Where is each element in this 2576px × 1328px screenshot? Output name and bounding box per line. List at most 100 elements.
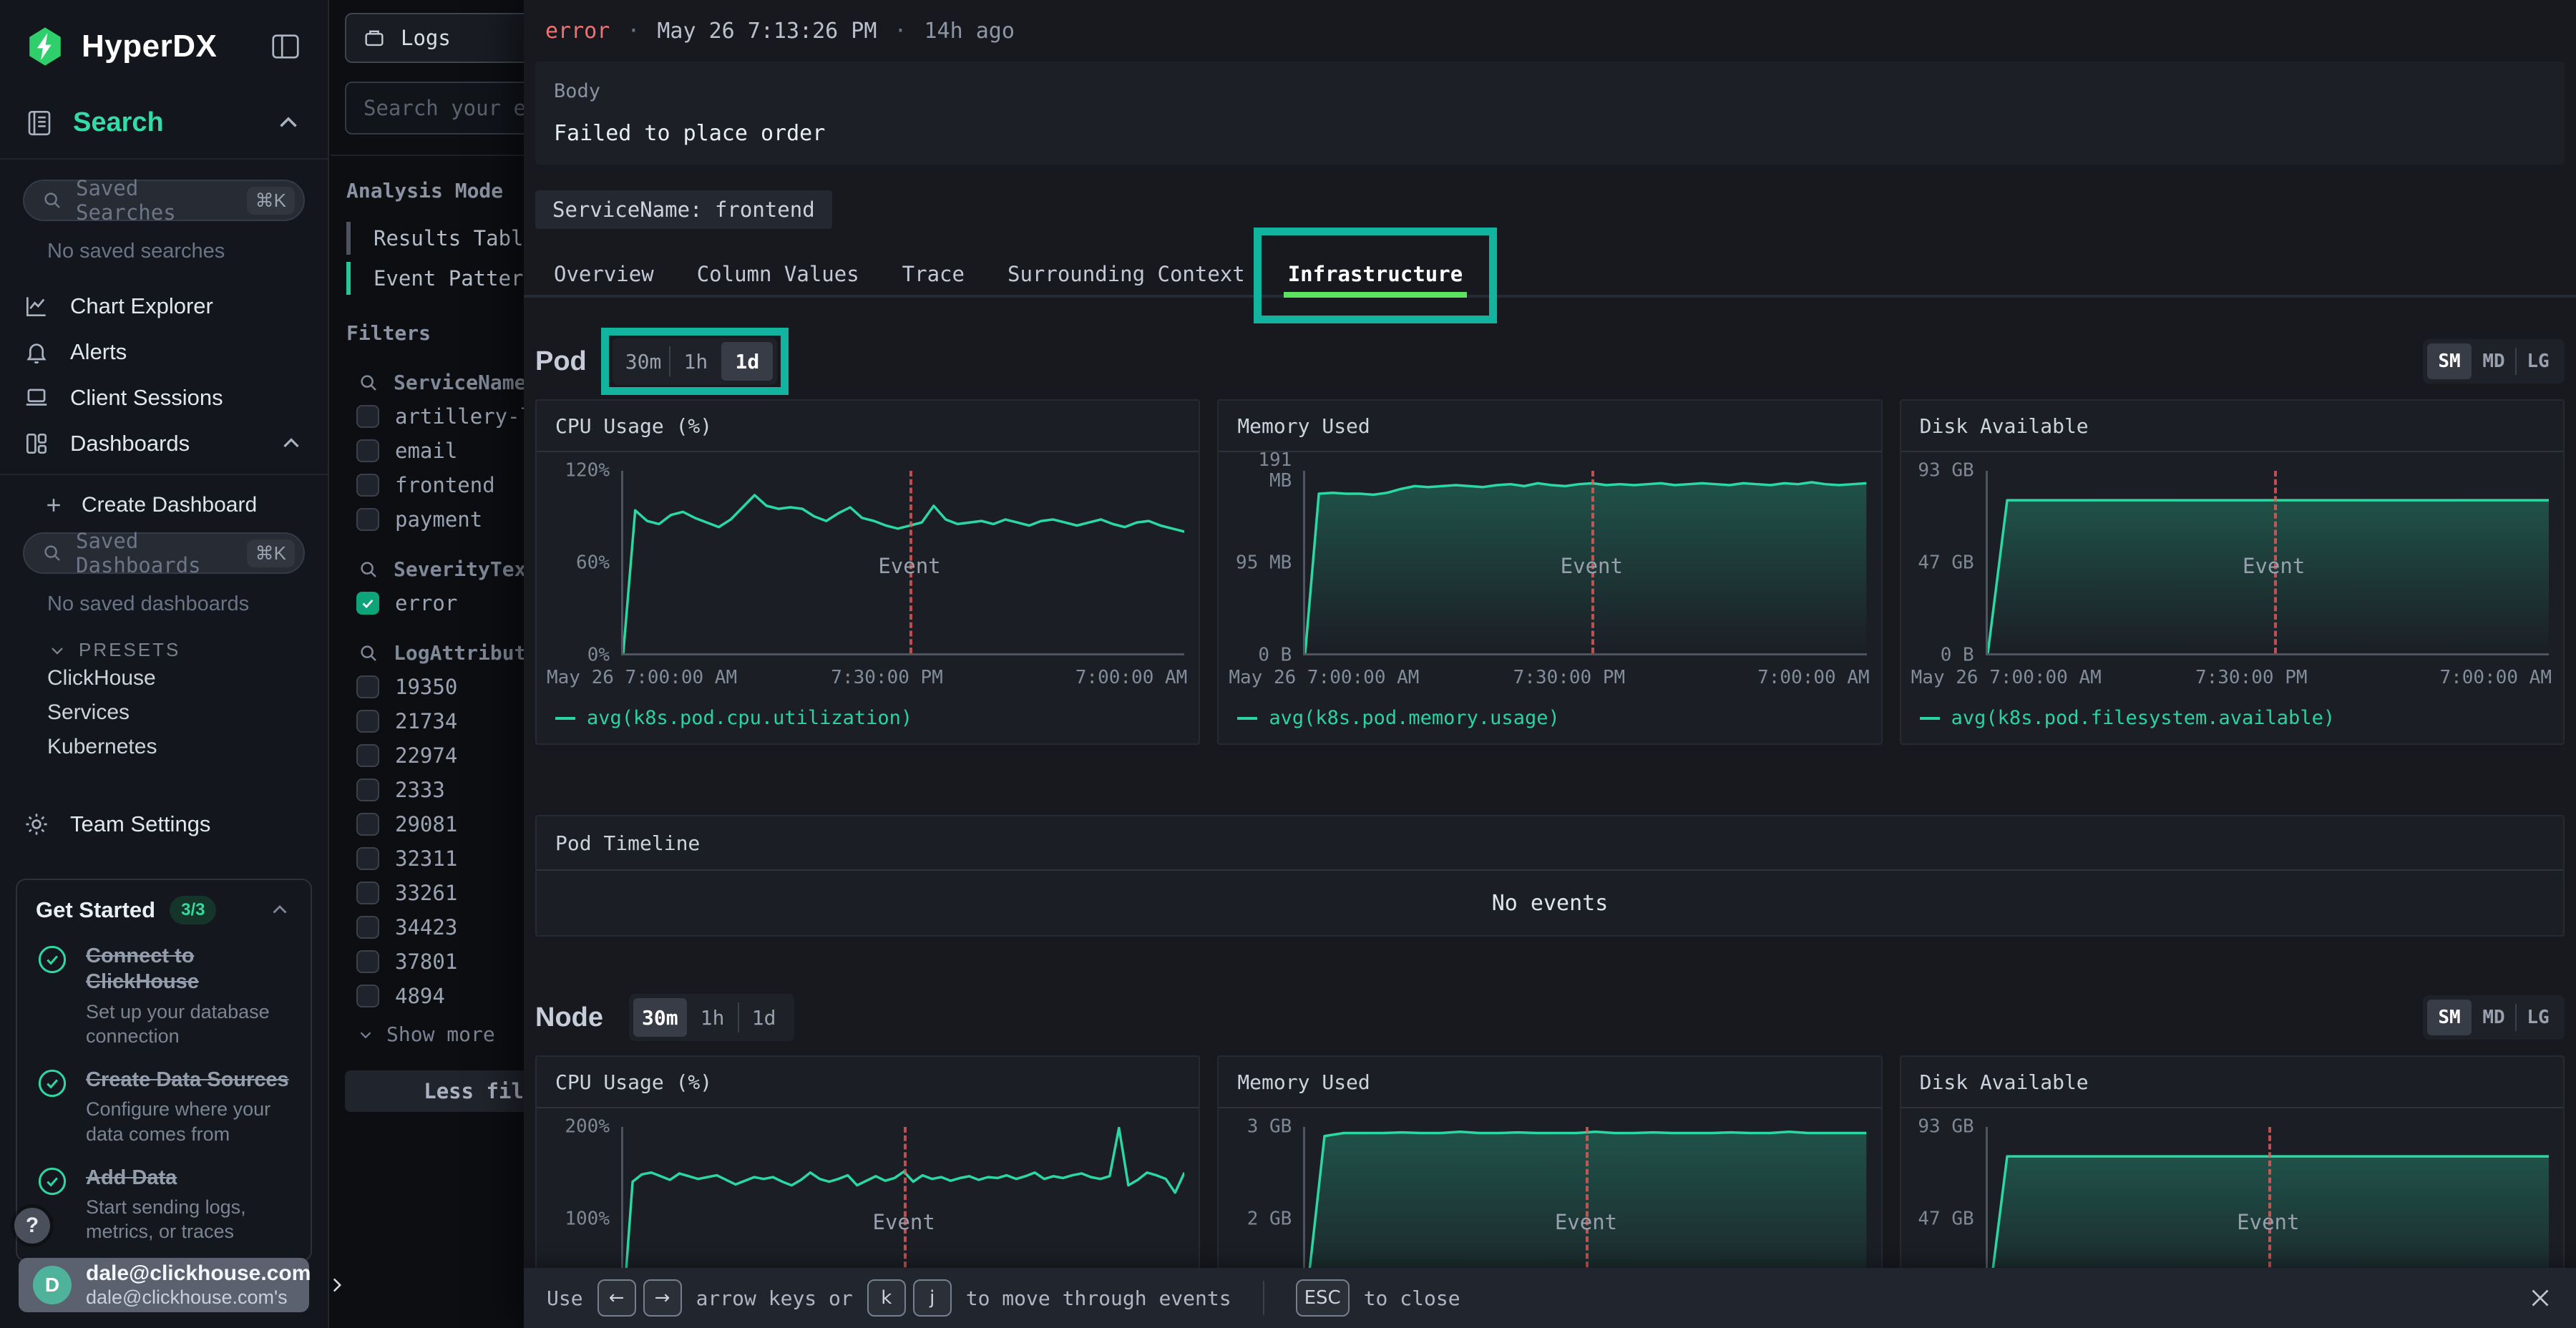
cmd-k-shortcut: ⌘K (247, 187, 295, 215)
filter-option-label: 32311 (395, 846, 457, 871)
filter-option-label: 19350 (395, 675, 457, 699)
checkbox[interactable] (356, 778, 379, 801)
pod-size-option-md[interactable]: MD (2472, 343, 2516, 379)
tab-column-values[interactable]: Column Values (675, 253, 881, 295)
get-started-title: Get Started (36, 897, 155, 923)
pod-range-option-30m[interactable]: 30m (617, 342, 670, 381)
pod-timeline-card: Pod Timeline No events (535, 815, 2565, 937)
checkbox[interactable] (356, 439, 379, 462)
service-name-chip[interactable]: ServiceName: frontend (535, 190, 832, 229)
checkbox[interactable] (356, 474, 379, 497)
filter-option-label: 4894 (395, 984, 445, 1008)
user-email: dale@clickhouse.com (86, 1261, 311, 1286)
tab-surrounding-context[interactable]: Surrounding Context (986, 253, 1267, 295)
checkbox[interactable] (356, 985, 379, 1007)
separator-dot: · (894, 19, 907, 44)
get-started-item-add-data[interactable]: Add DataStart sending logs, metrics, or … (36, 1165, 292, 1244)
node-range-option-1h[interactable]: 1h (687, 998, 738, 1037)
get-started-item-connect-to-clickhouse[interactable]: Connect to ClickHouseSet up your databas… (36, 943, 292, 1048)
chart-legend: avg(k8s.pod.cpu.utilization) (555, 707, 1199, 729)
help-button[interactable]: ? (14, 1208, 50, 1244)
y-tick-label: 93 GB (1908, 1116, 1974, 1137)
preset-item-clickhouse[interactable]: ClickHouse (47, 661, 305, 695)
checkbox[interactable] (356, 405, 379, 428)
event-tabs: OverviewColumn ValuesTraceSurrounding Co… (524, 253, 2576, 298)
legend-dash-icon (1237, 717, 1257, 720)
checkbox[interactable] (356, 710, 379, 733)
checkbox[interactable] (356, 916, 379, 939)
collapse-sidebar-icon[interactable] (269, 30, 302, 63)
chevron-up-icon[interactable] (268, 898, 292, 922)
y-tick-label: 200% (544, 1116, 610, 1137)
checkbox[interactable] (356, 813, 379, 836)
sidebar-item-dashboards[interactable]: Dashboards (23, 421, 305, 467)
mode-label: Results Table (374, 226, 536, 250)
checkbox[interactable] (356, 508, 379, 531)
tab-overview[interactable]: Overview (532, 253, 675, 295)
checkbox[interactable] (356, 675, 379, 698)
sidebar-item-alerts[interactable]: Alerts (23, 329, 305, 375)
mode-indicator-bar (346, 222, 351, 255)
chevron-up-icon[interactable] (273, 108, 303, 138)
node-section-title: Node (535, 1002, 603, 1033)
get-started-item-create-data-sources[interactable]: Create Data SourcesConfigure where your … (36, 1067, 292, 1146)
search-icon (358, 643, 379, 664)
sidebar-item-chart-explorer[interactable]: Chart Explorer (23, 283, 305, 329)
node-range-option-1d[interactable]: 1d (738, 998, 790, 1037)
get-started-item-text: Connect to ClickHouseSet up your databas… (86, 943, 292, 1048)
chart-plot: 93 GB47 GB0 BEvent (1901, 471, 2549, 655)
presets-toggle[interactable]: PRESETS (47, 639, 305, 661)
get-started-item-text: Create Data SourcesConfigure where your … (86, 1067, 292, 1146)
node-size-option-md[interactable]: MD (2472, 1000, 2516, 1035)
checked-checkbox[interactable] (356, 592, 379, 615)
chart-title: Memory Used (1219, 1057, 1880, 1108)
pod-size-option-sm[interactable]: SM (2427, 343, 2472, 379)
pod-range-option-1d[interactable]: 1d (721, 342, 773, 381)
no-saved-dashboards-text: No saved dashboards (47, 592, 305, 616)
divider (331, 155, 525, 156)
get-started-progress-badge: 3/3 (170, 896, 216, 924)
team-settings-button[interactable]: Team Settings (23, 801, 305, 847)
checkbox[interactable] (356, 847, 379, 870)
cmd-k-shortcut: ⌘K (247, 540, 295, 567)
check-circle-icon (36, 943, 69, 1048)
source-selector-label: Logs (401, 26, 451, 50)
filter-option-label: 37801 (395, 949, 457, 974)
sidebar-divider (0, 474, 328, 475)
sidebar-item-client-sessions[interactable]: Client Sessions (23, 375, 305, 421)
pod-timeline-title: Pod Timeline (537, 816, 2563, 871)
x-axis: May 26 7:00:00 AM7:30:00 PM7:00:00 AM (547, 667, 1189, 693)
create-dashboard-button[interactable]: Create Dashboard (23, 484, 305, 527)
get-started-item-desc: Start sending logs, metrics, or traces (86, 1195, 292, 1244)
node-range-toggle: 30m1h1d (629, 994, 794, 1041)
x-tick-label: May 26 7:00:00 AM (1911, 667, 2102, 688)
tab-trace[interactable]: Trace (881, 253, 986, 295)
checkbox[interactable] (356, 950, 379, 973)
y-tick-label: 0 B (1226, 645, 1292, 665)
pod-range-option-1h[interactable]: 1h (670, 342, 721, 381)
node-size-option-sm[interactable]: SM (2427, 1000, 2472, 1035)
x-tick-label: 7:30:00 PM (2195, 667, 2308, 688)
search-section-header[interactable]: Search (0, 107, 328, 160)
saved-dashboards-input[interactable]: Saved Dashboards ⌘K (23, 532, 305, 574)
node-size-option-lg[interactable]: LG (2516, 1000, 2560, 1035)
saved-searches-input[interactable]: Saved Searches ⌘K (23, 180, 305, 221)
node-size-toggle: SMMDLG (2423, 995, 2565, 1040)
close-icon[interactable] (2527, 1285, 2553, 1311)
y-axis: 93 GB47 GB0 B (1901, 471, 1986, 655)
pod-size-option-lg[interactable]: LG (2516, 343, 2560, 379)
event-marker-label: Event (873, 1210, 935, 1234)
tab-infrastructure[interactable]: Infrastructure (1267, 253, 1484, 295)
event-detail-panel: error · May 26 7:13:26 PM · 14h ago Body… (524, 0, 2576, 1328)
preset-item-kubernetes[interactable]: Kubernetes (47, 730, 305, 764)
chart-title: CPU Usage (%) (537, 401, 1199, 452)
user-subtitle: dale@clickhouse.com's (86, 1286, 311, 1309)
chart-card-memory-used: Memory Used191 MB95 MB0 BEventMay 26 7:0… (1217, 399, 1882, 745)
user-account-chip[interactable]: D dale@clickhouse.com dale@clickhouse.co… (19, 1258, 309, 1312)
event-marker-label: Event (2237, 1210, 2299, 1234)
checkbox[interactable] (356, 882, 379, 904)
checkbox[interactable] (356, 744, 379, 767)
x-tick-label: May 26 7:00:00 AM (1229, 667, 1419, 688)
preset-item-services[interactable]: Services (47, 695, 305, 730)
node-range-option-30m[interactable]: 30m (633, 998, 687, 1037)
